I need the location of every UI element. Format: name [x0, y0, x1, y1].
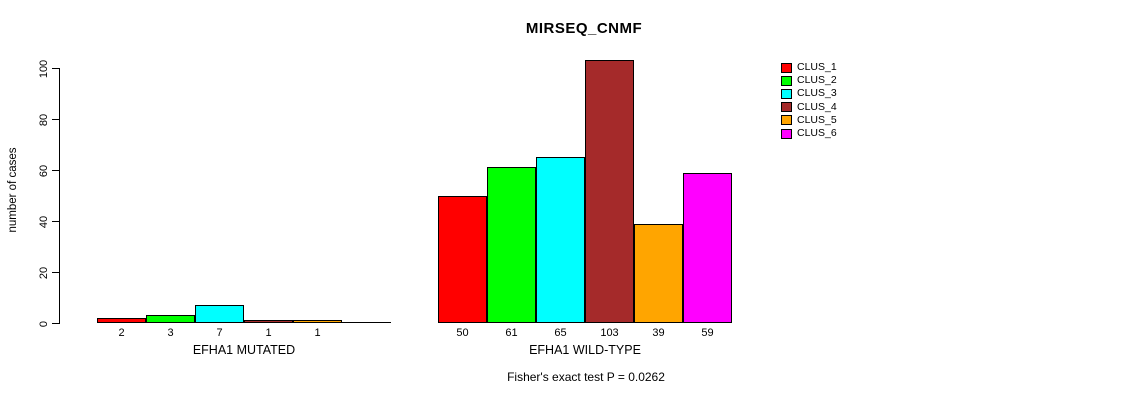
annotation-text: Fisher's exact test P = 0.0262: [507, 370, 665, 384]
y-tick-mark: [52, 170, 60, 171]
bar: [536, 157, 585, 323]
bar-value-label: 65: [554, 327, 567, 339]
legend-color-swatch: [781, 88, 792, 99]
bar-value-label: 50: [456, 327, 469, 339]
y-tick-mark: [52, 221, 60, 222]
y-tick-label: 0: [38, 320, 50, 327]
legend-label: CLUS_3: [797, 87, 837, 100]
bar-value-label: 2: [118, 327, 125, 339]
legend-color-swatch: [781, 75, 792, 86]
legend-color-swatch: [781, 62, 792, 73]
legend-label: CLUS_5: [797, 113, 837, 126]
bar: [683, 173, 732, 323]
legend-item: CLUS_1: [781, 61, 837, 74]
bar-value-label: 7: [216, 327, 223, 339]
bar-value-label: 103: [600, 327, 619, 339]
legend: CLUS_1 CLUS_2 CLUS_3 CLUS_4 CLUS_5 CLUS_6: [781, 61, 837, 140]
bar: [585, 60, 634, 323]
legend-item: CLUS_5: [781, 114, 837, 127]
bar-value-label: 39: [652, 327, 665, 339]
y-axis-line: [59, 68, 60, 324]
bar: [146, 315, 195, 323]
y-tick-mark: [52, 68, 60, 69]
bar: [244, 320, 293, 323]
legend-label: CLUS_6: [797, 127, 837, 140]
legend-color-swatch: [781, 128, 792, 139]
bar-value-label: 59: [701, 327, 714, 339]
bar: [195, 305, 244, 323]
legend-label: CLUS_2: [797, 74, 837, 87]
y-axis-label: number of cases: [7, 147, 19, 233]
bar: [634, 224, 683, 323]
chart-title: MIRSEQ_CNMF: [525, 20, 643, 37]
y-tick-label: 100: [38, 59, 50, 78]
y-tick-mark: [52, 272, 60, 273]
legend-label: CLUS_1: [797, 61, 837, 74]
bar: [293, 320, 342, 323]
y-tick-mark: [52, 323, 60, 324]
y-tick-label: 40: [38, 215, 50, 228]
x-axis-group-label: EFHA1 WILD-TYPE: [529, 343, 641, 357]
legend-color-swatch: [781, 102, 792, 113]
y-tick-label: 80: [38, 113, 50, 126]
legend-label: CLUS_4: [797, 100, 837, 113]
x-axis-group-label: EFHA1 MUTATED: [192, 343, 296, 357]
bar-zero-height: [342, 322, 391, 323]
legend-item: CLUS_2: [781, 74, 837, 87]
legend-color-swatch: [781, 115, 792, 126]
legend-item: CLUS_3: [781, 87, 837, 100]
y-tick-label: 20: [38, 266, 50, 279]
bar: [97, 318, 146, 323]
legend-item: CLUS_4: [781, 101, 837, 114]
bar-value-label: 1: [265, 327, 272, 339]
bar-value-label: 3: [167, 327, 174, 339]
y-tick-mark: [52, 119, 60, 120]
bar: [438, 196, 487, 323]
bar-value-label: 61: [505, 327, 518, 339]
bar-value-label: 1: [314, 327, 321, 339]
y-tick-label: 60: [38, 164, 50, 177]
legend-item: CLUS_6: [781, 127, 837, 140]
bar: [487, 167, 536, 323]
